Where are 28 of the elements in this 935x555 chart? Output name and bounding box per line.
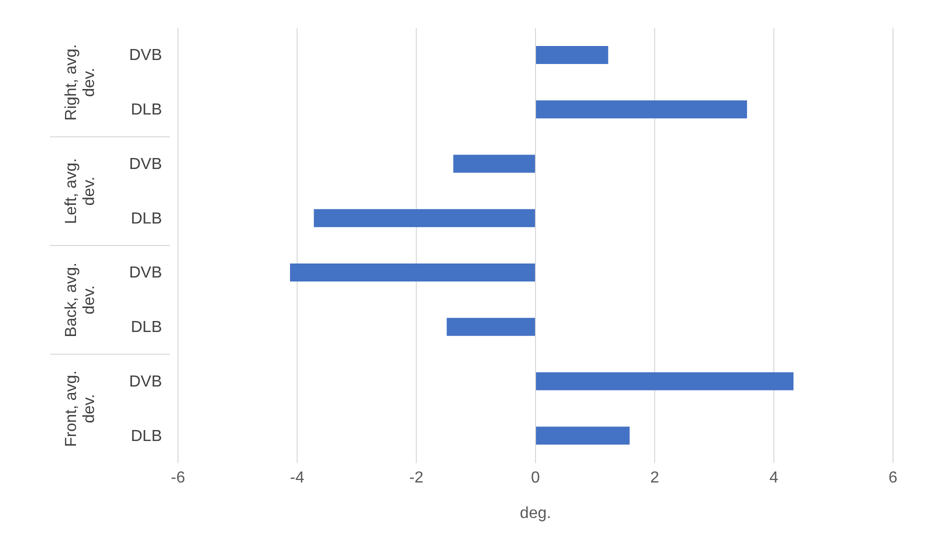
y-tick-label: DLB [130,102,162,119]
bar [446,318,536,336]
x-tick-label: -6 [170,469,186,486]
x-axis-title: deg. [520,505,552,522]
text: Left, avg. dev. [63,158,98,224]
y-tick-label: DLB [130,428,162,445]
bar [536,426,630,445]
bar [536,46,608,64]
y-tick-label: DVB [129,47,162,64]
bar [290,264,536,282]
text: Front, avg. dev. [63,370,98,447]
x-tick-label: 6 [888,469,898,486]
y-tick-label: DLB [130,210,162,228]
x-tick-label: 2 [650,469,660,486]
x-tick-label: 0 [531,469,540,486]
text: Right, avg. dev. [63,44,98,121]
bar [453,154,536,173]
bar [536,100,748,118]
bar [536,372,794,390]
x-tick-label: 4 [769,469,778,486]
y-tick-label: DVB [129,264,162,282]
x-tick-label: -2 [409,469,424,486]
y-tick-label: DVB [129,156,162,173]
text: Back, avg. dev. [63,262,98,338]
y-tick-label: DLB [130,319,162,336]
bar [314,209,536,228]
y-tick-label: DVB [129,373,162,390]
x-tick-label: -4 [290,469,304,486]
